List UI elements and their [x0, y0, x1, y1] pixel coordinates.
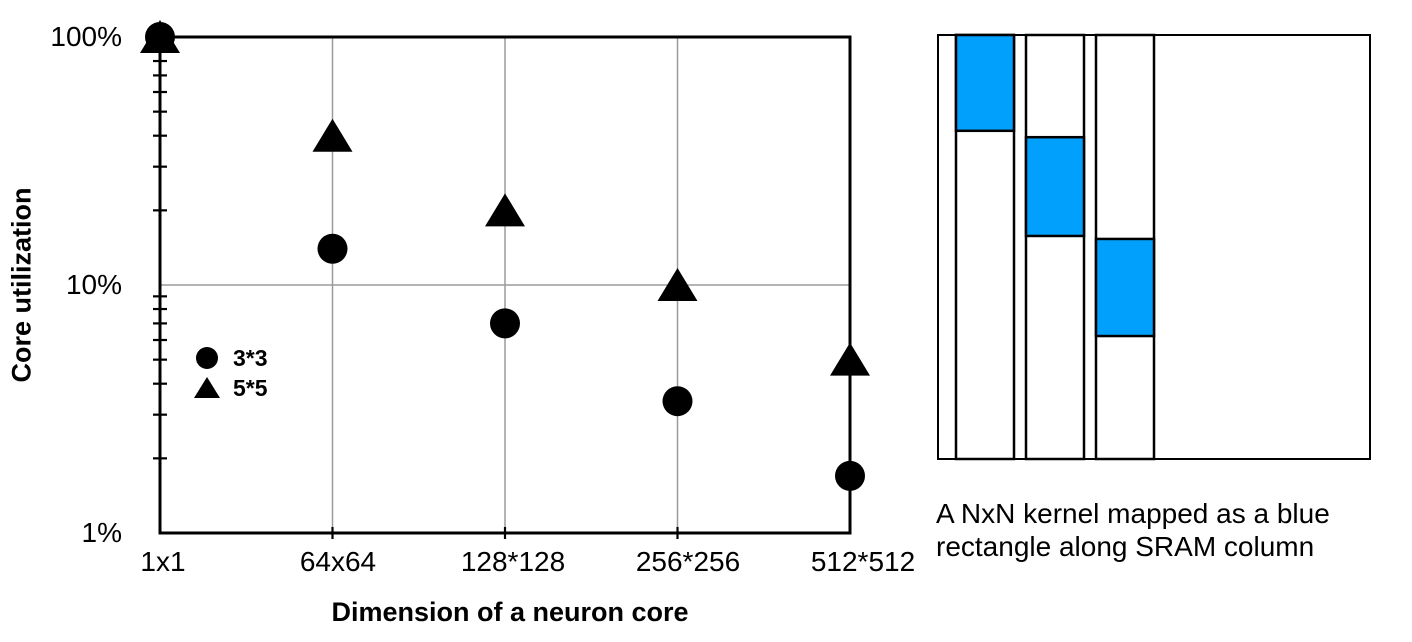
point-3x3-256x256: [662, 386, 693, 417]
x-tick-label: 256*256: [636, 546, 740, 577]
point-3x3-512x512: [835, 460, 865, 491]
point-5x5-1x1: [140, 20, 180, 53]
point-3x3-64x64: [317, 233, 348, 264]
legend-label-5x5: 5*5: [233, 375, 268, 401]
x-tick-label: 1x1: [140, 546, 185, 577]
legend-marker-5x5: [194, 377, 220, 398]
kernel-rectangle-3: [1094, 237, 1156, 338]
x-tick-label: 64x64: [300, 546, 376, 577]
point-5x5-128x128: [485, 193, 525, 227]
y-tick-label: 1%: [82, 517, 122, 548]
point-5x5-256x256: [657, 268, 698, 301]
diagram-caption: A NxN kernel mapped as a blue rectangle …: [936, 497, 1330, 563]
kernel-rectangle-2: [1024, 135, 1086, 238]
legend-label-3x3: 3*3: [233, 345, 268, 371]
point-5x5-512x512: [830, 342, 870, 376]
legend-marker-3x3: [196, 347, 218, 369]
kernel-rectangle-1: [954, 33, 1016, 133]
diagram-caption-line-2: rectangle along SRAM column: [936, 531, 1315, 562]
point-3x3-128x128: [490, 308, 520, 339]
x-tick-label: 128*128: [461, 546, 565, 577]
y-axis-title: Core utilization: [6, 187, 37, 383]
y-tick-label: 100%: [50, 21, 122, 52]
x-axis-title: Dimension of a neuron core: [331, 597, 689, 627]
point-5x5-64x64: [312, 118, 353, 152]
y-tick-label: 10%: [66, 269, 122, 300]
x-tick-label: 512*512: [811, 546, 915, 577]
diagram-caption-line-1: A NxN kernel mapped as a blue: [936, 498, 1330, 529]
sram-column-2: [1024, 33, 1086, 461]
